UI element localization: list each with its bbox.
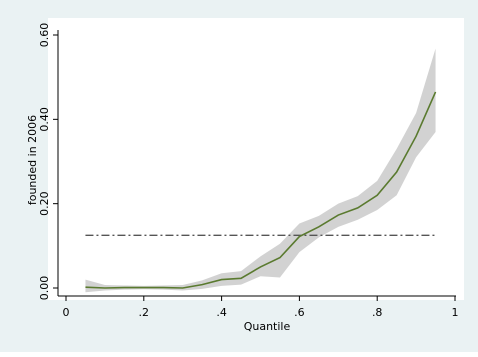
x-tick-label: .4 — [216, 306, 227, 319]
y-axis-label: founded in 2006 — [26, 115, 39, 205]
x-axis-label: Quantile — [244, 320, 291, 333]
y-tick-label: 0.40 — [38, 107, 51, 132]
estimate-line — [85, 91, 437, 289]
y-tick-label: 0.60 — [38, 23, 51, 48]
x-tick-label: 0 — [63, 306, 70, 319]
y-tick-label: 0.00 — [38, 276, 51, 301]
series-line-layer — [85, 91, 437, 289]
x-axis-ticks: 0 .2 .4 .6 .8 1 — [63, 296, 459, 319]
x-tick-label: .2 — [139, 306, 150, 319]
x-tick-label: .6 — [294, 306, 305, 319]
y-axis-ticks: 0.00 0.20 0.40 0.60 — [38, 23, 58, 301]
y-tick-label: 0.20 — [38, 191, 51, 216]
x-tick-label: 1 — [452, 306, 459, 319]
x-tick-label: .8 — [372, 306, 383, 319]
